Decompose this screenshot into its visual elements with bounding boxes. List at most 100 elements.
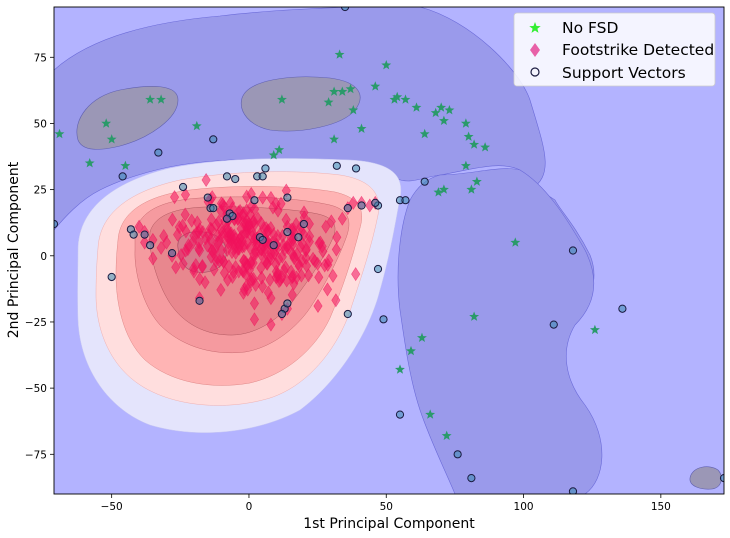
- y-tick-label: −25: [25, 317, 47, 329]
- no-fsd-series: [54, 49, 600, 440]
- fsd-point: [148, 251, 158, 266]
- no-fsd-point: [345, 83, 356, 94]
- fsd-point: [194, 243, 205, 258]
- fsd-point: [313, 298, 323, 314]
- support-vector-point: [178, 182, 188, 192]
- fsd-point: [310, 254, 320, 269]
- no-fsd-point: [469, 311, 480, 321]
- fsd-point: [323, 257, 333, 272]
- fsd-point: [258, 190, 268, 205]
- no-fsd-point: [436, 102, 447, 112]
- fsd-point: [296, 268, 306, 283]
- no-fsd-point: [145, 94, 156, 104]
- fsd-point: [200, 275, 210, 290]
- support-vector-point: [379, 315, 388, 324]
- x-tick-label: −50: [101, 501, 123, 513]
- support-vector-point: [332, 161, 341, 170]
- support-vector-point: [258, 172, 267, 181]
- support-vector-point: [107, 272, 116, 282]
- fsd-point: [205, 232, 216, 247]
- axes-frame: [53, 6, 725, 495]
- support-vector-point: [209, 135, 218, 144]
- fsd-point: [231, 245, 241, 260]
- fsd-point: [171, 260, 181, 275]
- fsd-point: [287, 287, 297, 302]
- fsd-point: [238, 206, 249, 221]
- legend-box: [513, 12, 716, 87]
- support-vector-point: [140, 230, 149, 239]
- support-vector-point: [209, 204, 218, 213]
- legend-circle-icon: [530, 67, 540, 77]
- fsd-point: [173, 227, 183, 242]
- support-vector-point: [357, 201, 366, 210]
- legend-item-support-vectors: Support Vectors: [530, 64, 686, 82]
- legend-diamond-icon: [530, 43, 540, 57]
- no-fsd-point: [395, 364, 405, 374]
- no-fsd-point: [274, 144, 285, 155]
- no-fsd-point: [439, 184, 449, 194]
- no-fsd-point: [277, 94, 287, 104]
- y-tick-label: 0: [40, 251, 47, 263]
- y-tick-label: −75: [25, 449, 47, 461]
- fsd-point: [328, 268, 338, 283]
- fsd-point: [201, 172, 211, 188]
- fsd-point: [224, 259, 234, 274]
- y-tick-label: −50: [25, 383, 47, 395]
- no-fsd-point: [334, 49, 345, 59]
- y-tick-label: 25: [34, 185, 47, 197]
- no-fsd-point: [356, 123, 367, 133]
- support-vector-point: [420, 177, 429, 186]
- support-vector-point: [118, 172, 127, 181]
- no-fsd-point: [101, 118, 112, 128]
- fsd-point: [178, 256, 188, 271]
- fsd-point: [195, 272, 205, 287]
- y-tick-label: 75: [34, 52, 47, 64]
- fsd-point: [277, 269, 287, 285]
- fsd-point: [288, 269, 298, 284]
- no-fsd-point: [392, 91, 403, 102]
- support-vector-point: [340, 7, 350, 12]
- no-fsd-point: [463, 131, 474, 141]
- x-tick-label: 50: [380, 501, 393, 513]
- fsd-point: [315, 235, 325, 250]
- fsd-point: [235, 238, 245, 253]
- no-fsd-point: [419, 128, 430, 139]
- no-fsd-point: [389, 94, 400, 104]
- support-vector-point: [343, 309, 352, 319]
- fsd-point: [222, 242, 232, 257]
- fsd-point: [189, 264, 199, 279]
- fsd-point: [207, 244, 217, 259]
- no-fsd-point: [444, 105, 455, 115]
- fsd-point: [156, 240, 166, 255]
- x-axis-label: 1st Principal Component: [303, 516, 475, 532]
- no-fsd-point: [406, 345, 416, 356]
- x-axis: −50 0 50 100 150: [101, 494, 671, 513]
- fsd-point: [276, 196, 286, 211]
- legend-label-footstrike-detected: Footstrike Detected: [562, 41, 714, 59]
- x-tick-label: 100: [514, 501, 534, 513]
- fsd-point: [236, 221, 246, 236]
- fsd-point: [195, 222, 205, 237]
- fsd-point: [216, 196, 226, 211]
- fsd-point: [246, 256, 256, 271]
- no-fsd-point: [417, 332, 427, 342]
- no-fsd-point: [84, 158, 95, 168]
- no-fsd-point: [460, 160, 471, 170]
- support-vectors-series: [54, 7, 724, 494]
- fsd-point: [219, 254, 229, 269]
- support-vector-point: [154, 148, 163, 157]
- inner-island-corner: [689, 466, 722, 490]
- fsd-point: [244, 216, 254, 232]
- support-vector-point: [277, 309, 287, 319]
- legend-star-icon: [529, 22, 541, 33]
- support-vector-point: [258, 235, 267, 245]
- legend: No FSD Footstrike Detected Support Vecto…: [513, 12, 716, 87]
- fsd-point: [227, 269, 238, 285]
- support-vector-point: [467, 474, 476, 483]
- y-axis-label: 2nd Principal Component: [6, 161, 22, 338]
- x-tick-label: 150: [651, 501, 671, 513]
- fsd-point: [183, 238, 194, 253]
- fsd-point: [169, 190, 180, 205]
- fsd-point: [321, 219, 331, 234]
